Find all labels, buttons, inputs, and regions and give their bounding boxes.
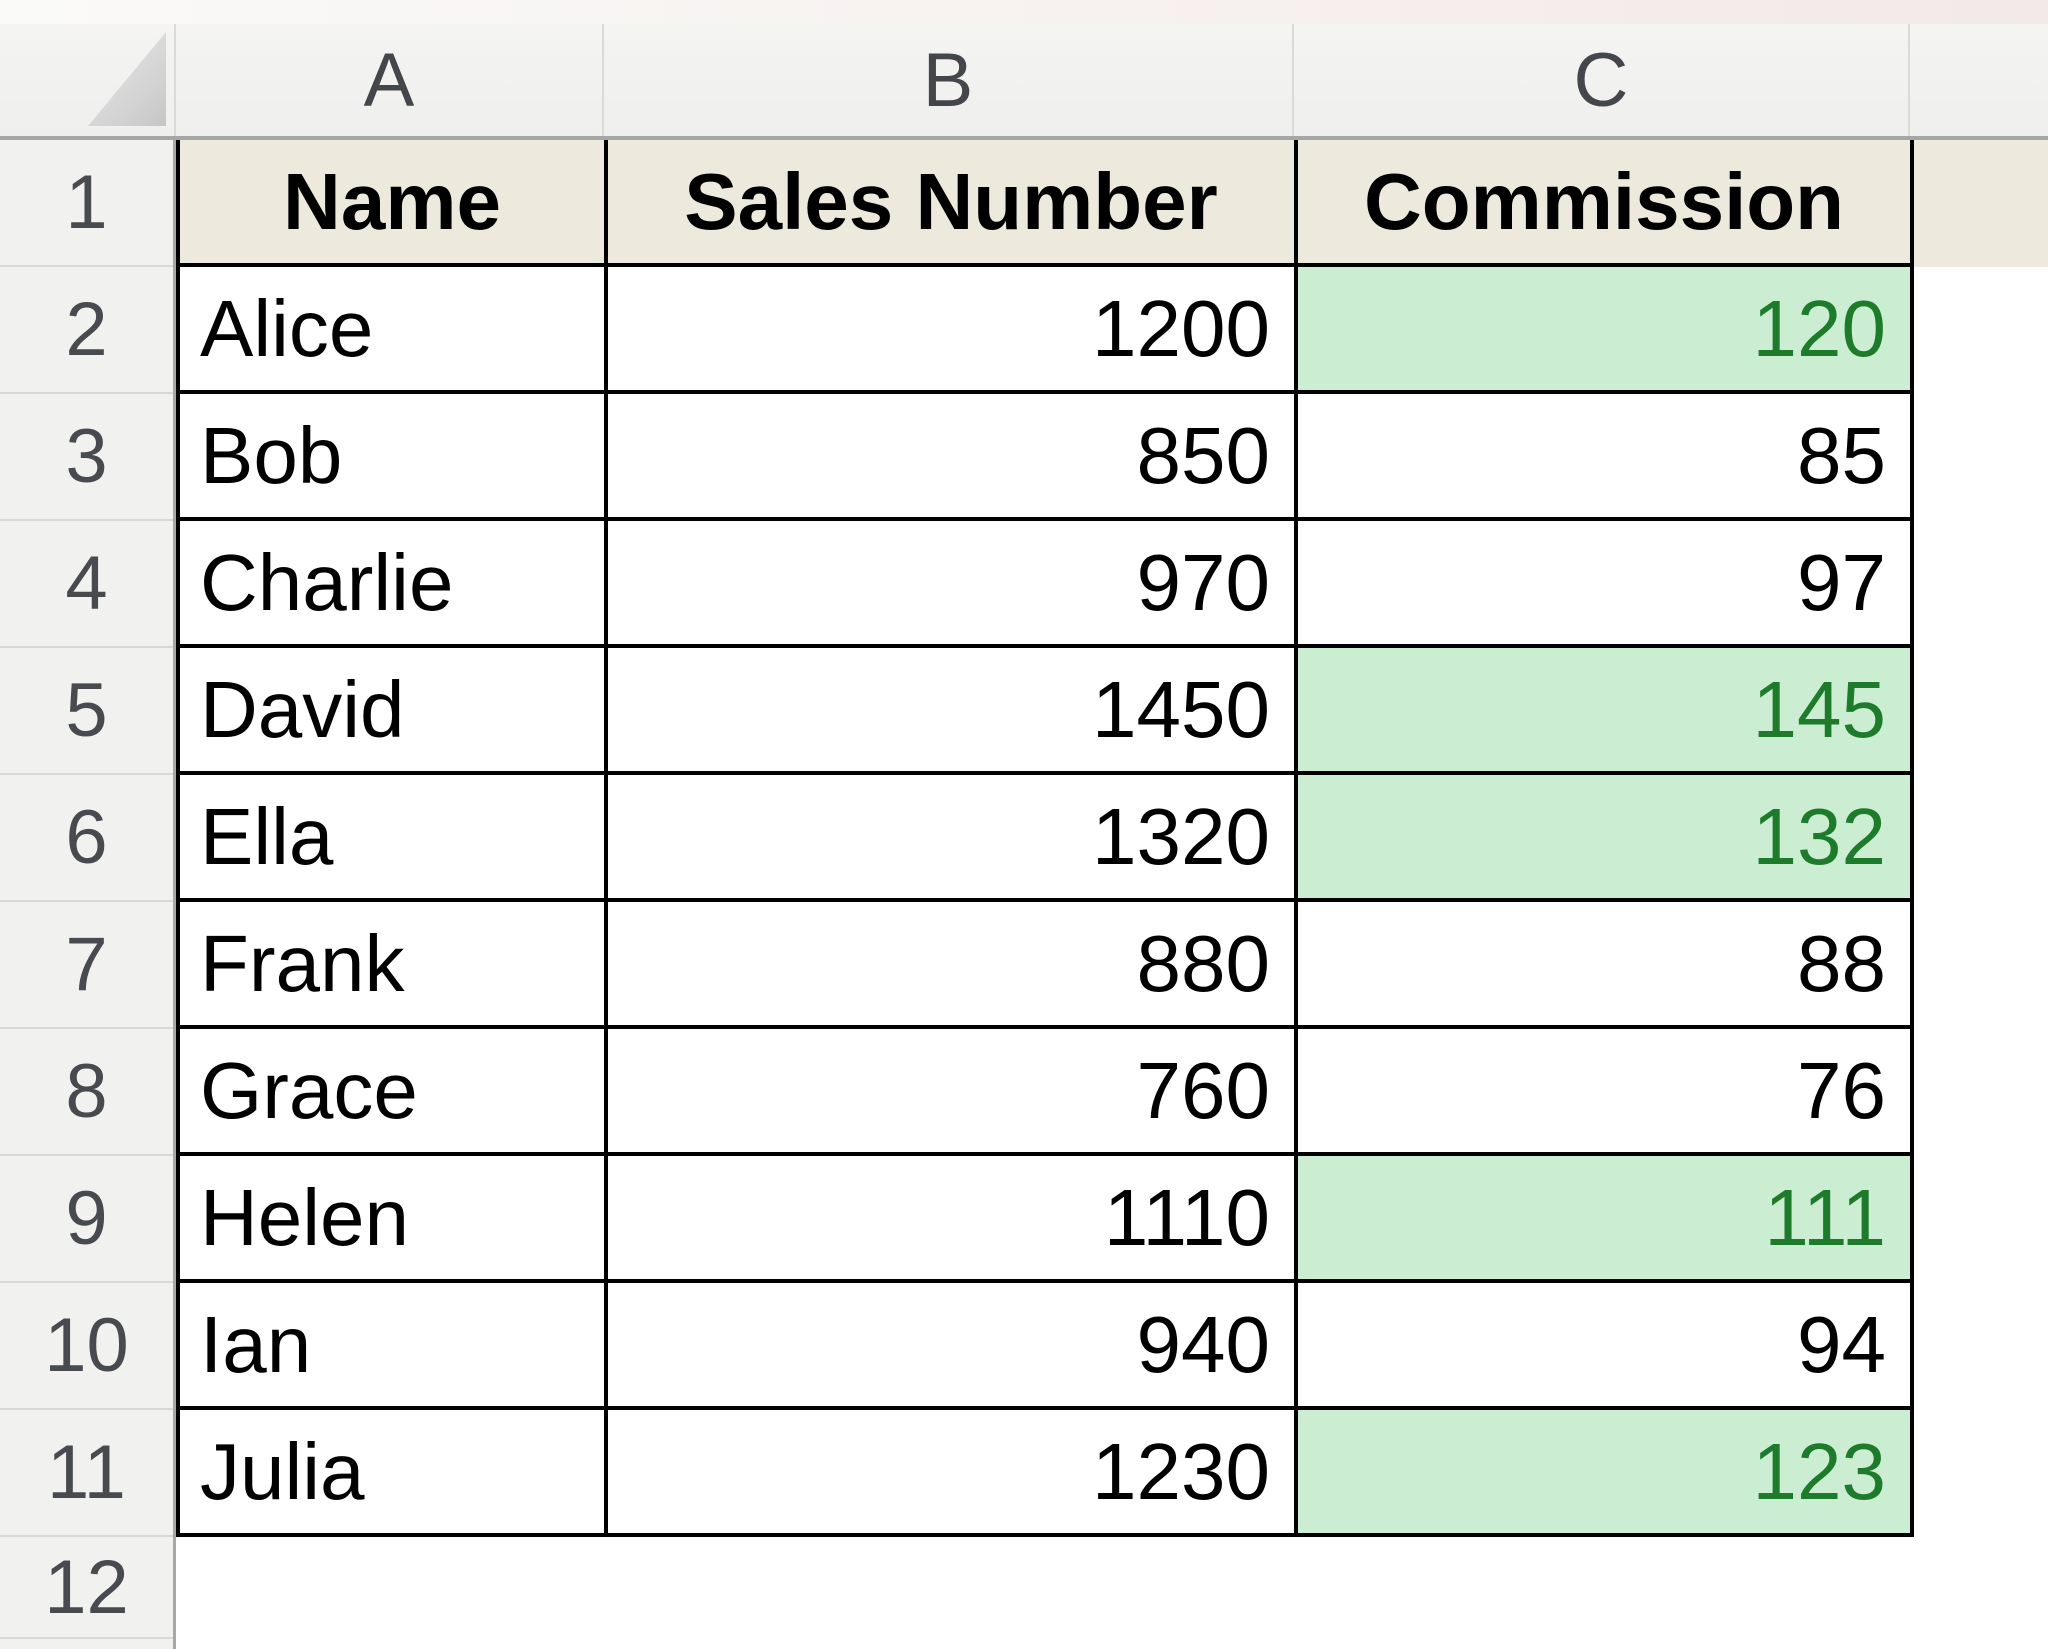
header-cell-name[interactable]: Name <box>180 140 608 267</box>
column-header-c[interactable]: C <box>1294 24 1910 136</box>
data-table: Name Sales Number Commission Alice 1200 … <box>176 140 1914 1537</box>
cell-commission[interactable]: 132 <box>1298 775 1914 902</box>
cell-commission[interactable]: 76 <box>1298 1029 1914 1156</box>
row-header-4[interactable]: 4 <box>0 521 173 648</box>
column-header-band: A B C <box>0 24 2048 140</box>
row-header-10[interactable]: 10 <box>0 1283 173 1410</box>
cell-commission[interactable]: 145 <box>1298 648 1914 775</box>
cell-sales-number[interactable]: 1450 <box>608 648 1298 775</box>
cell-sales-number[interactable]: 1110 <box>608 1156 1298 1283</box>
cell-sales-number[interactable]: 880 <box>608 902 1298 1029</box>
cell-sales-number[interactable]: 970 <box>608 521 1298 648</box>
header-cell-sales-number[interactable]: Sales Number <box>608 140 1298 267</box>
row-header-9[interactable]: 9 <box>0 1156 173 1283</box>
cell-sales-number[interactable]: 760 <box>608 1029 1298 1156</box>
cell-name[interactable]: Ian <box>180 1283 608 1410</box>
cell-sales-number[interactable]: 1320 <box>608 775 1298 902</box>
row-header-7[interactable]: 7 <box>0 902 173 1029</box>
cell-name[interactable]: Grace <box>180 1029 608 1156</box>
header-cell-commission[interactable]: Commission <box>1298 140 1914 267</box>
header-row-fill-extension <box>1914 140 2048 267</box>
row-header-12[interactable]: 12 <box>0 1537 173 1639</box>
select-all-triangle-icon <box>88 32 166 126</box>
cell-name[interactable]: Bob <box>180 394 608 521</box>
cell-commission[interactable]: 97 <box>1298 521 1914 648</box>
cell-sales-number[interactable]: 1200 <box>608 267 1298 394</box>
column-header-a[interactable]: A <box>176 24 604 136</box>
row-header-5[interactable]: 5 <box>0 648 173 775</box>
cell-commission[interactable]: 85 <box>1298 394 1914 521</box>
row-header-gutter: 1 2 3 4 5 6 7 8 9 10 11 12 <box>0 140 176 1649</box>
cell-sales-number[interactable]: 850 <box>608 394 1298 521</box>
cell-name[interactable]: Julia <box>180 1410 608 1537</box>
select-all-corner[interactable] <box>0 24 176 136</box>
cell-sales-number[interactable]: 1230 <box>608 1410 1298 1537</box>
row-header-11[interactable]: 11 <box>0 1410 173 1537</box>
cell-commission[interactable]: 111 <box>1298 1156 1914 1283</box>
cell-name[interactable]: David <box>180 648 608 775</box>
row-header-3[interactable]: 3 <box>0 394 173 521</box>
cell-commission[interactable]: 120 <box>1298 267 1914 394</box>
row-header-6[interactable]: 6 <box>0 775 173 902</box>
cell-commission[interactable]: 88 <box>1298 902 1914 1029</box>
cell-name[interactable]: Frank <box>180 902 608 1029</box>
column-header-empty[interactable] <box>1910 24 2046 136</box>
row-header-2[interactable]: 2 <box>0 267 173 394</box>
column-header-b[interactable]: B <box>604 24 1294 136</box>
row-header-8[interactable]: 8 <box>0 1029 173 1156</box>
cell-name[interactable]: Alice <box>180 267 608 394</box>
cell-commission[interactable]: 123 <box>1298 1410 1914 1537</box>
cell-commission[interactable]: 94 <box>1298 1283 1914 1410</box>
cell-name[interactable]: Ella <box>180 775 608 902</box>
cell-sales-number[interactable]: 940 <box>608 1283 1298 1410</box>
row-header-1[interactable]: 1 <box>0 140 173 267</box>
top-strip <box>0 0 2048 24</box>
cell-name[interactable]: Helen <box>180 1156 608 1283</box>
cell-name[interactable]: Charlie <box>180 521 608 648</box>
